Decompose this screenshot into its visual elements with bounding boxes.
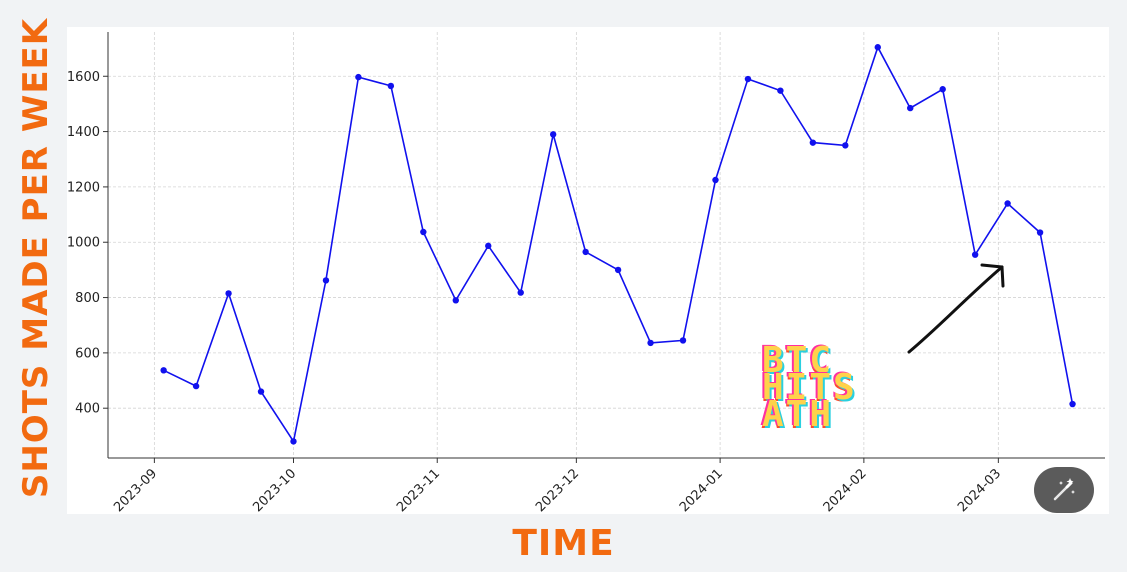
annotation-line: BTC [762,340,834,381]
data-point [971,251,979,258]
data-point [225,290,232,297]
x-axis-title: TIME [512,523,615,564]
data-point [387,82,395,90]
data-point [452,297,459,304]
data-point [614,266,622,274]
x-tick-label: 2024-03 [955,466,1004,514]
data-point [647,339,654,347]
annotation-arrowhead [980,263,1005,288]
chart-panel: 400 600 800 1000 1200 1400 1600 2023-09 2023-10 2… [67,27,1109,514]
data-point [322,277,330,284]
data-point [939,86,946,93]
data-point [549,131,557,138]
data-point [517,289,524,296]
data-point [679,337,687,344]
magic-wand-button[interactable] [1034,467,1094,513]
x-tick-label: 2023-12 [533,466,582,514]
x-tick-label: 2023-09 [111,466,160,514]
series-line [163,45,1074,444]
data-point [874,44,881,51]
y-tick-label: 1600 [67,70,100,85]
x-tick-label: 2023-11 [394,466,443,514]
data-point [1036,229,1044,236]
y-tick-label: 600 [75,346,100,361]
y-tick-label: 800 [75,291,100,306]
y-tick-label: 1400 [67,125,100,140]
y-tick-label: 1000 [67,236,100,251]
data-point [355,73,362,81]
data-point [485,242,492,250]
data-point [420,228,427,236]
data-point [160,367,167,374]
btc-hits-ath-annotation: BTC HITS ATH [762,340,922,435]
annotation-arrow [907,265,1004,354]
y-tick-label: 400 [75,402,100,417]
data-point [842,142,849,149]
y-axis-title: SHOTS MADE PER WEEK [16,17,56,499]
data-point [744,75,752,83]
annotation-line: HITS [762,367,857,408]
data-point [257,388,265,395]
data-point [582,248,589,256]
y-tick-label: 1200 [67,180,100,195]
data-point [907,104,914,112]
data-point [192,382,200,390]
x-tick-label: 2024-01 [677,466,726,514]
x-tick-label: 2023-10 [250,466,299,514]
data-point [290,438,297,445]
line-chart: 400 600 800 1000 1200 1400 1600 2023-09 2023-10 2… [67,32,1105,514]
data-point [712,176,719,184]
data-point [1004,200,1011,207]
data-point [1069,400,1076,408]
magic-wand-icon [1053,478,1075,501]
data-point [809,139,817,146]
data-point [777,87,784,94]
annotation-line: ATH [762,394,834,435]
x-tick-label: 2024-02 [821,466,870,514]
